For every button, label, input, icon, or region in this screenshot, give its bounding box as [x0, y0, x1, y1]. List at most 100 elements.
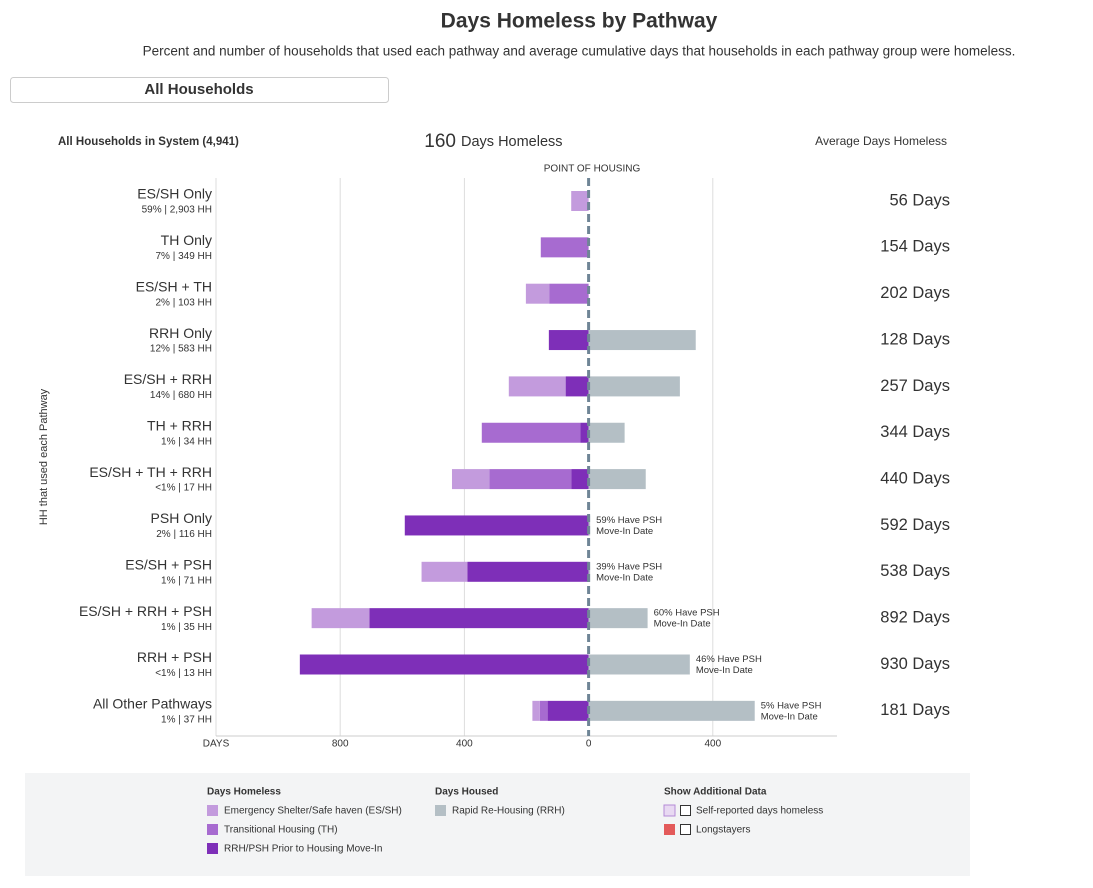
category-label: All Other Pathways	[93, 696, 212, 712]
bar-segment	[588, 561, 591, 582]
category-label: TH + RRH	[147, 417, 212, 433]
bar-segment	[565, 376, 589, 397]
category-label: ES/SH + TH + RRH	[89, 464, 212, 480]
legend-label[interactable]: Longstayers	[696, 825, 750, 836]
system-label: All Households in System (4,941)	[58, 136, 239, 148]
bar-segment	[539, 700, 548, 721]
bar-segment	[540, 237, 589, 258]
bar-segment	[489, 469, 572, 490]
avg-days-label: 892 Days	[880, 609, 950, 627]
share-label: 1% | 34 HH	[161, 436, 212, 447]
avg-days-label: 257 Days	[880, 377, 950, 395]
category-label: TH Only	[161, 232, 212, 248]
share-label: 2% | 103 HH	[155, 297, 212, 308]
bar-segment	[451, 469, 490, 490]
bar-segment	[548, 330, 589, 351]
legend-swatch	[207, 824, 218, 835]
share-label: 12% | 583 HH	[150, 344, 212, 355]
legend-label: Rapid Re-Housing (RRH)	[452, 806, 565, 817]
share-label: 7% | 349 HH	[155, 251, 212, 262]
x-tick-label: 0	[586, 739, 592, 750]
category-label: ES/SH + RRH	[124, 371, 212, 387]
bar-segment	[404, 515, 589, 536]
checkbox[interactable]	[680, 824, 691, 835]
zero-label: POINT OF HOUSING	[544, 164, 641, 175]
selector-label[interactable]: All Households	[144, 81, 253, 98]
avg-days-label: 181 Days	[880, 701, 950, 719]
bar-segment	[299, 654, 589, 675]
x-tick-label: 400	[704, 739, 721, 750]
legend-title: Days Housed	[435, 787, 498, 798]
legend-title: Days Homeless	[207, 787, 281, 798]
avg-days-label: 344 Days	[880, 423, 950, 441]
legend-swatch	[664, 824, 675, 835]
share-label: <1% | 13 HH	[155, 668, 212, 679]
bar-segment	[532, 700, 540, 721]
share-label: 1% | 37 HH	[161, 714, 212, 725]
legend-label: Transitional Housing (TH)	[224, 825, 338, 836]
avg-days-label: 154 Days	[880, 238, 950, 256]
legend-panel	[25, 773, 970, 876]
avg-days-label: 56 Days	[889, 191, 950, 209]
total-days-label: Days Homeless	[461, 134, 563, 150]
avg-days-label: 930 Days	[880, 655, 950, 673]
avg-days-label: 592 Days	[880, 516, 950, 534]
bar-segment	[588, 330, 696, 351]
annotation: Move-In Date	[596, 572, 653, 583]
bar-segment	[525, 283, 550, 304]
legend-label: Emergency Shelter/Safe haven (ES/SH)	[224, 806, 402, 817]
bar-segment	[588, 654, 690, 675]
bar-segment	[588, 515, 591, 536]
bar-segment	[481, 422, 581, 443]
legend-swatch	[435, 805, 446, 816]
category-label: ES/SH + PSH	[125, 557, 212, 573]
avg-days-label: 538 Days	[880, 562, 950, 580]
bar-segment	[588, 422, 625, 443]
x-tick-label: DAYS	[203, 739, 230, 750]
category-label: ES/SH + RRH + PSH	[79, 603, 212, 619]
subtitle: Percent and number of households that us…	[143, 44, 1016, 59]
bar-segment	[580, 422, 589, 443]
bar-segment	[588, 376, 680, 397]
bar-segment	[547, 700, 589, 721]
avg-days-label: 202 Days	[880, 284, 950, 302]
avg-days-label: 440 Days	[880, 469, 950, 487]
bar-segment	[588, 700, 755, 721]
bar-segment	[571, 191, 589, 211]
y-axis-label: HH that used each Pathway	[38, 388, 50, 525]
selector[interactable]	[10, 77, 389, 103]
legend-swatch	[663, 804, 676, 817]
bar-segment	[508, 376, 566, 397]
annotation: Move-In Date	[596, 526, 653, 537]
bar-segment	[311, 608, 370, 629]
legend-label: RRH/PSH Prior to Housing Move-In	[224, 844, 382, 855]
bar-segment	[588, 469, 646, 490]
bar-segment	[549, 283, 589, 304]
bar-segment	[588, 608, 648, 629]
share-label: 1% | 35 HH	[161, 622, 212, 633]
category-label: RRH Only	[149, 325, 212, 341]
share-label: <1% | 17 HH	[155, 483, 212, 494]
share-label: 59% | 2,903 HH	[142, 205, 212, 216]
share-label: 1% | 71 HH	[161, 575, 212, 586]
total-days: 160	[424, 131, 456, 152]
annotation: 60% Have PSH	[654, 608, 720, 619]
bar-segment	[421, 561, 468, 582]
bar-segment	[467, 561, 589, 582]
annotation: Move-In Date	[654, 619, 711, 630]
legend-label[interactable]: Self-reported days homeless	[696, 806, 823, 817]
avg-days-label: 128 Days	[880, 330, 950, 348]
bar-segment	[571, 469, 589, 490]
title: Days Homeless by Pathway	[441, 10, 718, 33]
annotation: 39% Have PSH	[596, 561, 662, 572]
x-tick-label: 400	[456, 739, 473, 750]
annotation: Move-In Date	[761, 711, 818, 722]
avg-header: Average Days Homeless	[815, 134, 947, 148]
legend-swatch	[207, 843, 218, 854]
category-label: ES/SH + TH	[136, 278, 212, 294]
checkbox[interactable]	[680, 805, 691, 816]
annotation: 5% Have PSH	[761, 700, 822, 711]
annotation: 59% Have PSH	[596, 515, 662, 526]
legend-title: Show Additional Data	[664, 787, 767, 798]
